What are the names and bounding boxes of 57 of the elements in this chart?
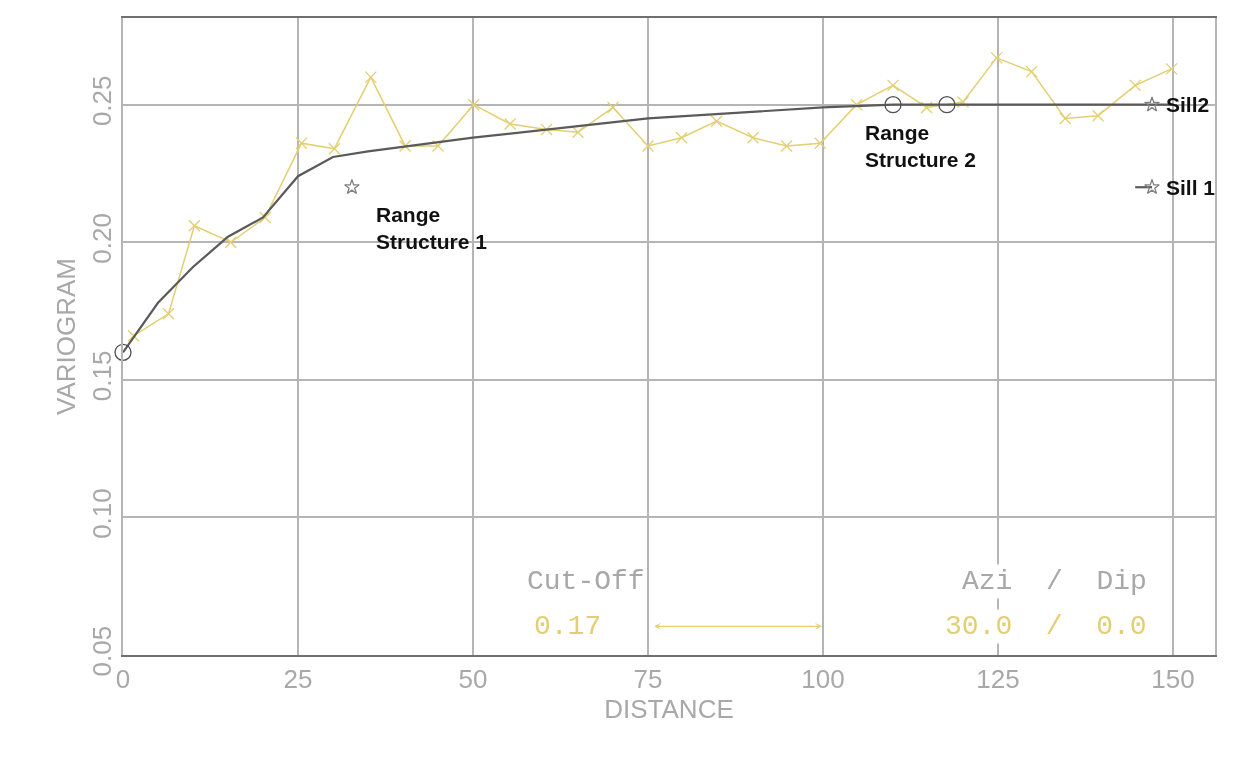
point (540, 123, 553, 136)
point (780, 139, 793, 153)
point (162, 307, 175, 320)
point (1091, 109, 1105, 122)
annotation: Azi / Dip (962, 566, 1147, 597)
point (746, 131, 760, 144)
y-axis-title: VARIOGRAM (50, 258, 81, 415)
x-tick-label: 75 (633, 664, 663, 695)
point (114, 343, 132, 361)
point (884, 96, 902, 114)
point (814, 137, 827, 150)
point (467, 98, 480, 111)
point (641, 139, 655, 153)
point (606, 101, 620, 114)
annotation: Sill 1 (1166, 176, 1216, 199)
x-tick-label: 150 (1151, 664, 1195, 695)
point (343, 178, 360, 195)
y-tick-label: 0.10 (86, 488, 117, 539)
x-tick-label: 100 (801, 664, 845, 695)
point (886, 79, 900, 92)
annotation: 0.17 (534, 611, 602, 642)
x-tick-label: 125 (976, 664, 1020, 695)
x-axis-title: DISTANCE (604, 694, 734, 725)
point (364, 71, 377, 84)
annotation: 30.0 / 0.0 (945, 611, 1147, 642)
x-tick-label: 50 (458, 664, 488, 695)
point (431, 139, 445, 153)
point (1129, 79, 1142, 92)
point (710, 115, 723, 128)
point (938, 96, 956, 114)
point (956, 95, 970, 109)
point (398, 139, 412, 153)
point (850, 98, 863, 111)
point (328, 142, 341, 155)
point (571, 126, 585, 139)
point (503, 117, 517, 131)
point (1165, 62, 1178, 76)
y-tick-label: 0.05 (86, 625, 117, 677)
x-tick-label: 0 (115, 664, 131, 695)
annotation: Sill2 (1166, 93, 1210, 116)
y-tick-label: 0.25 (86, 75, 117, 127)
point (920, 101, 933, 114)
point (1059, 112, 1072, 125)
annotation: Range Structure 2 (865, 121, 976, 172)
y-tick-label: 0.20 (86, 213, 117, 264)
x-tick-label: 25 (283, 664, 313, 695)
point (1025, 65, 1038, 78)
y-tick-label: 0.15 (86, 350, 117, 402)
point (258, 211, 272, 224)
annotation: Range Structure 1 (376, 203, 488, 254)
point (188, 219, 201, 232)
point (675, 131, 688, 144)
annotation: Cut-Off (527, 566, 645, 597)
point (295, 137, 308, 150)
point (1144, 96, 1160, 112)
point (990, 51, 1003, 65)
point (1144, 178, 1160, 195)
